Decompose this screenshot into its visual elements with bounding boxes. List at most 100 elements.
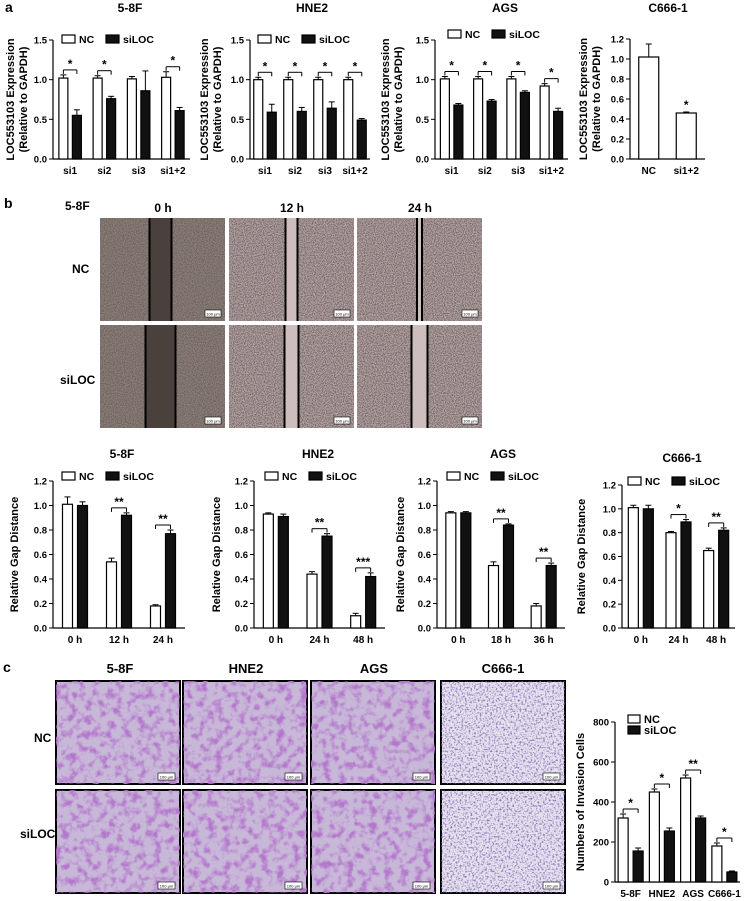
- y-tick-label: 0.8: [603, 528, 616, 539]
- scale-bar-label: 100 μm: [463, 311, 477, 316]
- x-tick-label: 0 h: [269, 635, 283, 646]
- bar-siloc: [174, 110, 185, 160]
- y-tick-label: 0: [604, 878, 609, 889]
- x-tick-label: si1+2: [342, 166, 368, 177]
- bar-nc: [105, 561, 118, 629]
- scale-bar-box: [412, 772, 431, 781]
- chart-expression-ags: AGS LOC553103 Expression (Relative to GAPD…: [380, 1, 568, 177]
- scratch-time-24h: 24 h: [408, 201, 432, 215]
- x-tick-label: 0 h: [451, 635, 465, 646]
- bar-siloc: [326, 107, 337, 160]
- x-tick-label: si1: [63, 166, 77, 177]
- y-tick-label: 0.2: [611, 135, 624, 146]
- significance-label: *: [171, 54, 176, 68]
- bar-nc: [506, 78, 517, 160]
- y-axis-label: LOC553103 Expression: [578, 38, 590, 161]
- x-tick-label: 24 h: [309, 635, 329, 646]
- legend-swatch-siloc: [491, 29, 506, 39]
- y-tick-label: 0.0: [418, 624, 431, 635]
- y-tick-label: 0.4: [603, 576, 617, 587]
- x-tick-label: si3: [511, 166, 525, 177]
- invasion-title-c666-1: C666-1: [482, 661, 525, 676]
- legend-label-siloc: siLOC: [509, 29, 540, 41]
- scale-bar-label: 100 μm: [545, 883, 559, 888]
- bar-nc: [627, 507, 639, 629]
- invasion-cells-texture: [56, 790, 180, 893]
- legend-label-nc: NC: [79, 34, 95, 46]
- legend-swatch-siloc: [627, 725, 641, 735]
- y-tick-label: 0.8: [34, 526, 47, 537]
- invasion-title-5-8f: 5-8F: [107, 661, 134, 676]
- scratch-gap: [284, 325, 299, 428]
- y-tick-label: 600: [593, 758, 609, 769]
- y-tick-label: 0.8: [418, 526, 431, 537]
- chart-title: HNE2: [302, 447, 334, 461]
- legend-swatch-siloc: [105, 34, 120, 44]
- y-tick-label: 1.2: [34, 477, 47, 488]
- bar-nc: [487, 564, 500, 629]
- bar-siloc: [106, 98, 117, 160]
- bar-nc: [126, 78, 137, 160]
- legend-label-nc: NC: [645, 476, 661, 488]
- y-tick-label: 1.0: [231, 75, 244, 86]
- chart-title: AGS: [490, 447, 516, 461]
- chart-title: C666-1: [662, 451, 702, 465]
- y-tick-label: 0.6: [418, 550, 431, 561]
- bar-siloc: [642, 508, 654, 629]
- scale-bar-label: 100 μm: [415, 883, 429, 888]
- scale-bar-label: 100 μm: [206, 418, 220, 423]
- significance-label: *: [68, 57, 73, 71]
- bar-nc: [343, 79, 354, 160]
- invasion-title-ags: AGS: [360, 661, 389, 676]
- bar-siloc: [502, 524, 515, 629]
- bar-siloc: [545, 564, 557, 629]
- scale-bar-box: [461, 309, 479, 318]
- chart-expression-5-8f: 5-8F LOC553103 Expression (Relative to GAP…: [5, 1, 190, 177]
- scale-bar-box: [333, 416, 351, 425]
- x-tick-label: 18 h: [491, 635, 511, 646]
- y-tick-label: 800: [593, 718, 609, 729]
- bar-siloc: [718, 529, 730, 629]
- bar-nc: [61, 503, 74, 629]
- legend-swatch-siloc: [671, 476, 686, 486]
- scale-bar-box: [284, 881, 303, 890]
- bar-nc: [58, 77, 69, 160]
- y-axis-label-sub: (Relative to GAPDH): [393, 46, 405, 152]
- bar-siloc: [140, 90, 151, 160]
- significance-label: *: [353, 59, 358, 73]
- x-tick-label: 24 h: [153, 635, 173, 646]
- scale-bar-label: 100 μm: [335, 418, 349, 423]
- scale-bar-label: 100 μm: [206, 311, 220, 316]
- bar-nc: [539, 85, 550, 160]
- scale-bar-box: [204, 309, 222, 318]
- bar-siloc: [71, 114, 82, 160]
- scale-bar-box: [284, 772, 303, 781]
- y-tick-label: 0.0: [611, 155, 624, 166]
- scratch-gap: [145, 325, 176, 428]
- y-tick-label: 1.0: [611, 55, 624, 66]
- scale-bar-label: 100 μm: [415, 774, 429, 779]
- panel-label-a: a: [5, 0, 13, 15]
- scale-bar-box: [461, 416, 479, 425]
- legend-swatch-nc: [61, 34, 76, 44]
- bar-siloc: [680, 521, 692, 629]
- y-tick-label: 0.6: [603, 552, 616, 563]
- scratch-row-nc: NC: [72, 262, 90, 276]
- scale-bar-label: 100 μm: [287, 774, 301, 779]
- x-tick-label: NC: [642, 166, 656, 177]
- bar-siloc: [486, 100, 497, 160]
- y-tick-label: 0.2: [235, 599, 248, 610]
- y-tick-label: 0.0: [603, 624, 616, 635]
- chart-invasion-cells: Numbers of Invasion Cells 0 200 400 600 800 5-…: [575, 714, 741, 900]
- bar-siloc: [365, 575, 377, 629]
- bar-nc: [253, 79, 264, 160]
- y-tick-label: 0.0: [34, 155, 47, 166]
- legend-swatch-siloc: [308, 471, 323, 481]
- legend-swatch-nc: [627, 714, 641, 724]
- x-tick-label: si1+2: [674, 166, 700, 177]
- x-tick-label: si2: [478, 166, 492, 177]
- scale-bar-label: 100 μm: [287, 883, 301, 888]
- significance-label: *: [676, 502, 681, 516]
- legend-label-siloc: siLOC: [644, 725, 676, 737]
